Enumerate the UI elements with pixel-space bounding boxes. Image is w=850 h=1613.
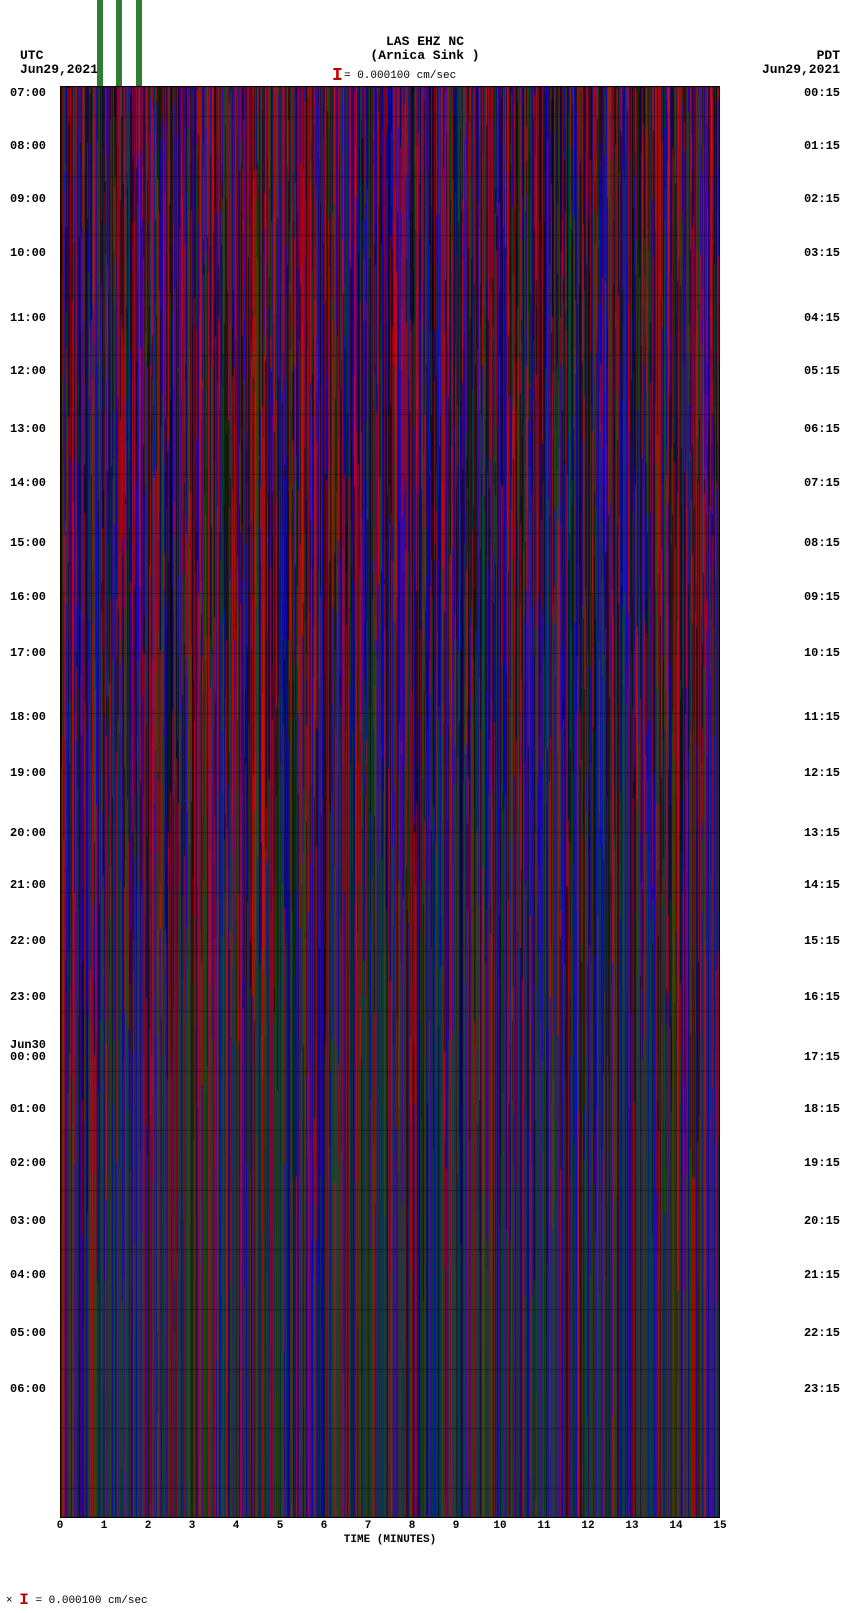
x-tick: 4 — [233, 1520, 240, 1532]
x-axis-label: TIME (MINUTES) — [60, 1534, 720, 1546]
y-right-label: 01:15 — [804, 139, 840, 153]
y-left-label: 10:00 — [10, 246, 46, 260]
y-right-label: 17:15 — [804, 1050, 840, 1064]
y-left-label: 15:00 — [10, 536, 46, 550]
date-right: Jun29,2021 — [762, 62, 840, 77]
y-right-label: 09:15 — [804, 590, 840, 604]
y-right-label: 14:15 — [804, 878, 840, 892]
x-tick: 1 — [101, 1520, 108, 1532]
y-right-label: 04:15 — [804, 311, 840, 325]
footer-scale: × I = 0.000100 cm/sec — [6, 1591, 148, 1609]
y-right-label: 22:15 — [804, 1326, 840, 1340]
header: LAS EHZ NC (Arnica Sink ) I = 0.000100 c… — [0, 0, 850, 86]
y-right-label: 21:15 — [804, 1268, 840, 1282]
x-tick: 8 — [409, 1520, 416, 1532]
seismogram-page: LAS EHZ NC (Arnica Sink ) I = 0.000100 c… — [0, 0, 850, 1613]
x-tick: 14 — [669, 1520, 682, 1532]
y-left-label: 14:00 — [10, 476, 46, 490]
y-left-label: 16:00 — [10, 590, 46, 604]
y-left-label: 20:00 — [10, 826, 46, 840]
scale-text: = 0.000100 cm/sec — [344, 70, 456, 82]
y-left-label: 00:00 — [10, 1050, 46, 1064]
footer-scale-icon: I — [19, 1591, 29, 1609]
scale-bar-icon: I — [332, 66, 343, 86]
timezone-left: UTC — [20, 48, 43, 63]
x-tick: 0 — [57, 1520, 64, 1532]
x-tick: 5 — [277, 1520, 284, 1532]
seismo-canvas — [60, 86, 720, 1518]
x-tick: 15 — [713, 1520, 726, 1532]
y-right-label: 02:15 — [804, 192, 840, 206]
y-right-label: 07:15 — [804, 476, 840, 490]
y-left-label: 18:00 — [10, 710, 46, 724]
date-left: Jun29,2021 — [20, 62, 98, 77]
helicorder-plot — [60, 86, 720, 1518]
y-left-label: 05:00 — [10, 1326, 46, 1340]
x-axis: TIME (MINUTES) 0123456789101112131415 — [60, 1520, 720, 1560]
x-tick: 9 — [453, 1520, 460, 1532]
y-right-label: 05:15 — [804, 364, 840, 378]
y-right-label: 18:15 — [804, 1102, 840, 1116]
x-tick: 7 — [365, 1520, 372, 1532]
y-left-label: 08:00 — [10, 139, 46, 153]
x-tick: 6 — [321, 1520, 328, 1532]
y-right-label: 12:15 — [804, 766, 840, 780]
x-tick: 3 — [189, 1520, 196, 1532]
x-tick: 2 — [145, 1520, 152, 1532]
y-right-label: 15:15 — [804, 934, 840, 948]
y-left-label: 09:00 — [10, 192, 46, 206]
y-right-label: 19:15 — [804, 1156, 840, 1170]
x-tick: 12 — [581, 1520, 594, 1532]
y-left-label: 17:00 — [10, 646, 46, 660]
y-right-label: 11:15 — [804, 710, 840, 724]
x-tick: 10 — [493, 1520, 506, 1532]
y-right-label: 10:15 — [804, 646, 840, 660]
y-left-label: 19:00 — [10, 766, 46, 780]
station-location: (Arnica Sink ) — [0, 48, 850, 63]
y-right-label: 13:15 — [804, 826, 840, 840]
y-right-label: 03:15 — [804, 246, 840, 260]
x-tick: 11 — [537, 1520, 550, 1532]
y-right-label: 23:15 — [804, 1382, 840, 1396]
y-right-label: 00:15 — [804, 86, 840, 100]
y-left-label: 01:00 — [10, 1102, 46, 1116]
y-right-label: 16:15 — [804, 990, 840, 1004]
y-right-label: 06:15 — [804, 422, 840, 436]
y-left-label: 02:00 — [10, 1156, 46, 1170]
y-left-label: 03:00 — [10, 1214, 46, 1228]
footer-scale-text: = 0.000100 cm/sec — [35, 1595, 147, 1607]
timezone-right: PDT — [817, 48, 840, 63]
y-left-label: 07:00 — [10, 86, 46, 100]
y-left-label: 23:00 — [10, 990, 46, 1004]
footer-prefix: × — [6, 1595, 13, 1607]
y-right-label: 08:15 — [804, 536, 840, 550]
y-left-label: 04:00 — [10, 1268, 46, 1282]
y-left-label: 22:00 — [10, 934, 46, 948]
y-left-label: 11:00 — [10, 311, 46, 325]
y-right-label: 20:15 — [804, 1214, 840, 1228]
station-code: LAS EHZ NC — [0, 34, 850, 49]
y-left-label: 21:00 — [10, 878, 46, 892]
y-left-label: 06:00 — [10, 1382, 46, 1396]
y-left-label: 13:00 — [10, 422, 46, 436]
y-left-label: 12:00 — [10, 364, 46, 378]
x-tick: 13 — [625, 1520, 638, 1532]
